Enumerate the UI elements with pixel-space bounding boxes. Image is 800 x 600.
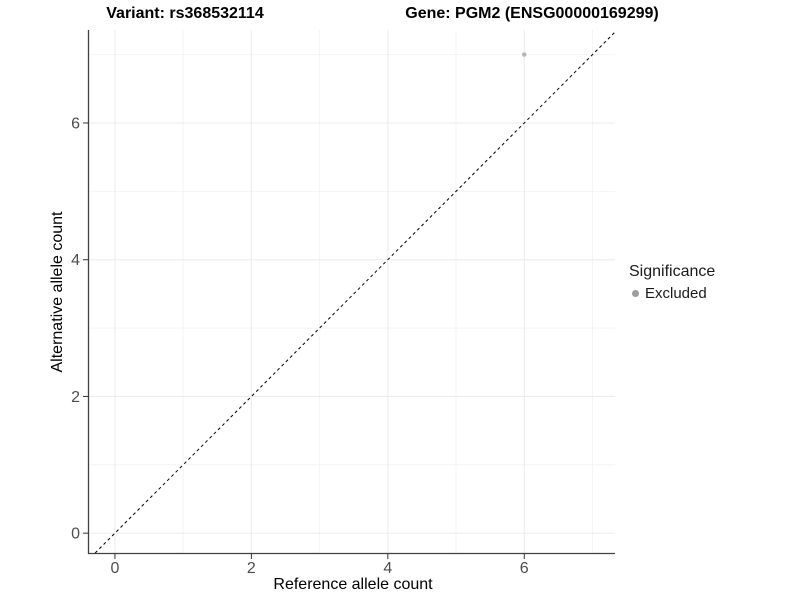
- legend-item-excluded: Excluded: [629, 284, 715, 303]
- legend-item-label: Excluded: [645, 285, 707, 302]
- x-tick-label: 0: [110, 560, 119, 577]
- legend-title: Significance: [629, 263, 716, 280]
- x-tick-label: 6: [520, 560, 529, 577]
- y-tick-label: 6: [71, 115, 80, 132]
- y-axis-title: Alternative allele count: [49, 211, 66, 373]
- legend-point-icon: [632, 290, 639, 297]
- identity-line: [94, 31, 616, 554]
- plot-title-gene: Gene: PGM2 (ENSG00000169299): [405, 5, 659, 22]
- y-tick-label: 4: [71, 252, 80, 269]
- x-axis-title: Reference allele count: [273, 576, 433, 593]
- plot-title-variant: Variant: rs368532114: [106, 5, 264, 22]
- x-tick-label: 4: [383, 560, 392, 577]
- x-tick-label: 2: [247, 560, 256, 577]
- legend: Significance Excluded: [629, 262, 715, 303]
- data-point: [522, 52, 527, 57]
- y-tick-label: 0: [71, 526, 80, 543]
- y-tick-label: 2: [71, 389, 80, 406]
